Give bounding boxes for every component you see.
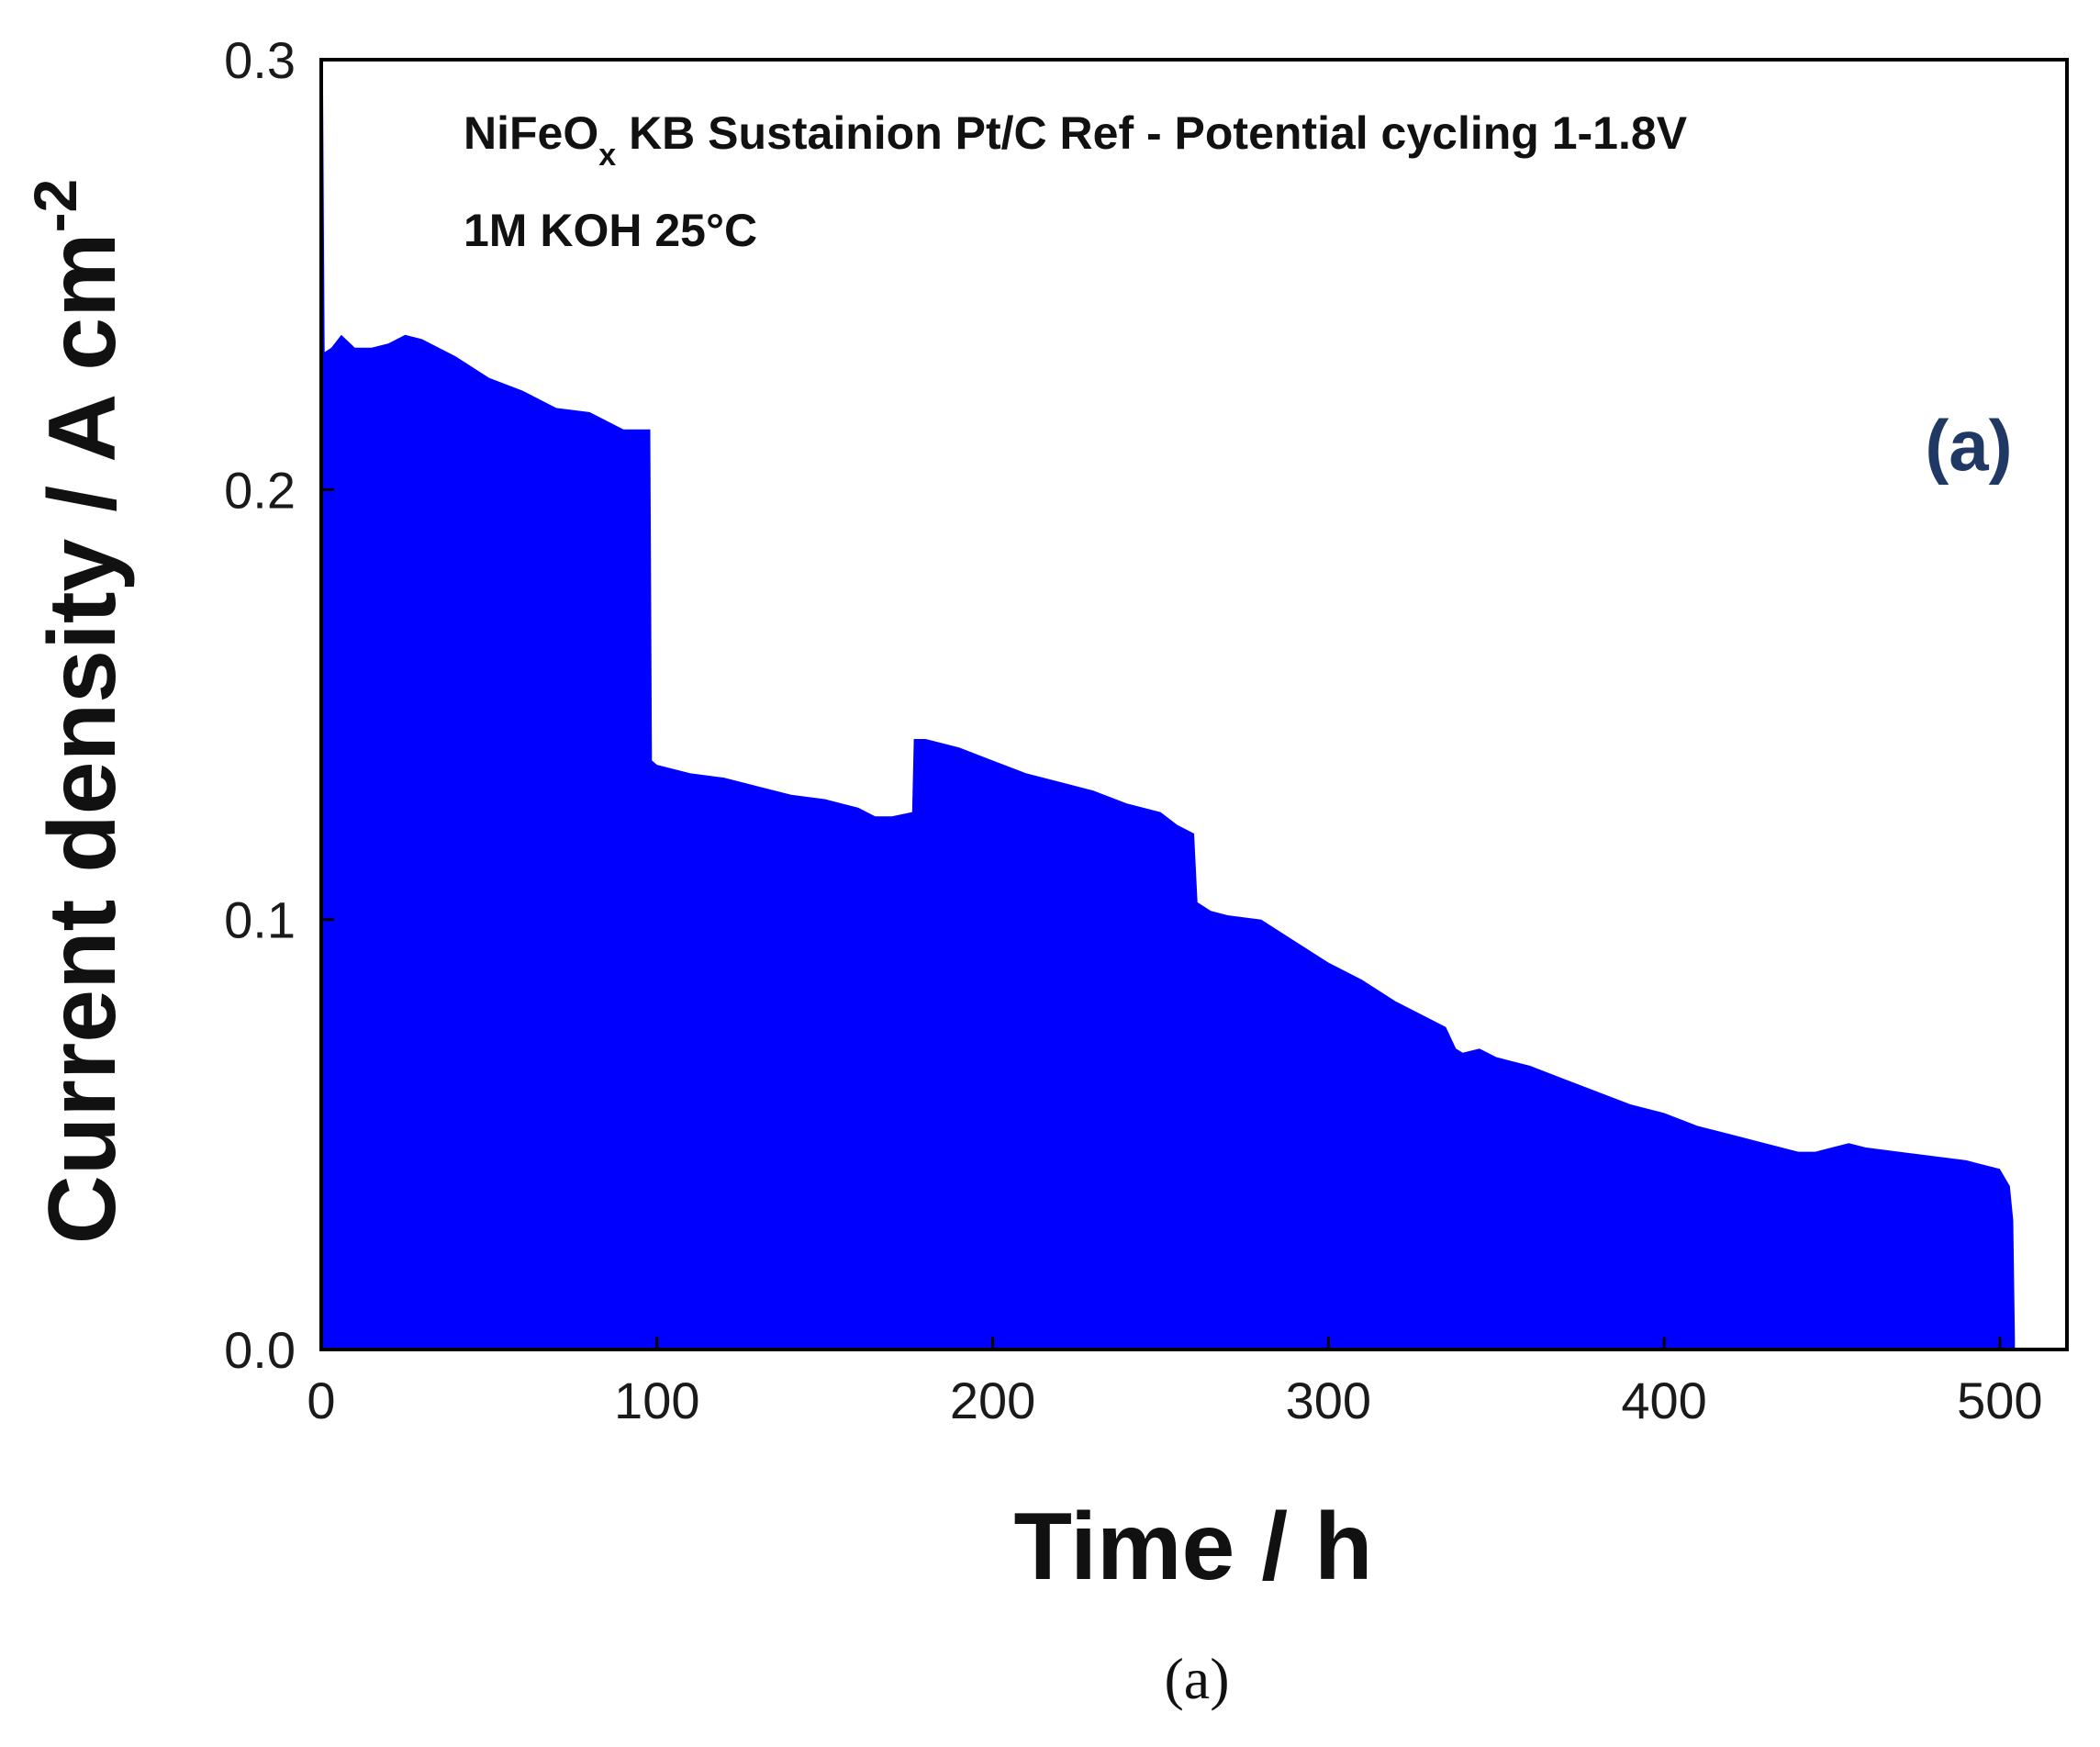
annotation-rest: KB Sustainion Pt/C Ref - Potential cycli… <box>616 107 1688 159</box>
current-density-area <box>321 60 2016 1349</box>
y-tick-label: 0.1 <box>224 891 296 949</box>
y-tick-label: 0.3 <box>224 31 296 89</box>
plot-area <box>319 58 2069 1351</box>
annotation-line-1: NiFeOx KB Sustainion Pt/C Ref - Potentia… <box>464 107 1688 173</box>
figure-caption: (a) <box>1164 1646 1229 1711</box>
annotation-line-2: 1M KOH 25°C <box>464 205 757 256</box>
y-axis-title: Current density / A cm-2 <box>21 179 136 1245</box>
x-axis-ticks: 0 100 200 300 400 500 <box>307 1337 2043 1429</box>
x-tick-label: 500 <box>1957 1372 2042 1429</box>
annotation-subscript: x <box>598 138 616 173</box>
x-tick-label: 200 <box>950 1372 1035 1429</box>
annotation-formula: NiFeO <box>464 107 598 159</box>
y-axis-title-main: Current density / A cm <box>29 232 136 1244</box>
y-tick-label: 0.0 <box>224 1321 296 1379</box>
x-tick-label: 0 <box>307 1372 335 1429</box>
y-tick-label: 0.2 <box>224 461 296 519</box>
x-tick-label: 400 <box>1621 1372 1706 1429</box>
x-axis-title: Time / h <box>1013 1494 1372 1600</box>
plot-frame <box>319 58 2069 1351</box>
y-axis-ticks: 0.0 0.1 0.2 0.3 <box>224 31 334 1379</box>
panel-label: (a) <box>1925 405 2012 486</box>
x-tick-label: 100 <box>614 1372 699 1429</box>
y-axis-title-superscript: -2 <box>21 179 89 233</box>
x-tick-label: 300 <box>1286 1372 1371 1429</box>
